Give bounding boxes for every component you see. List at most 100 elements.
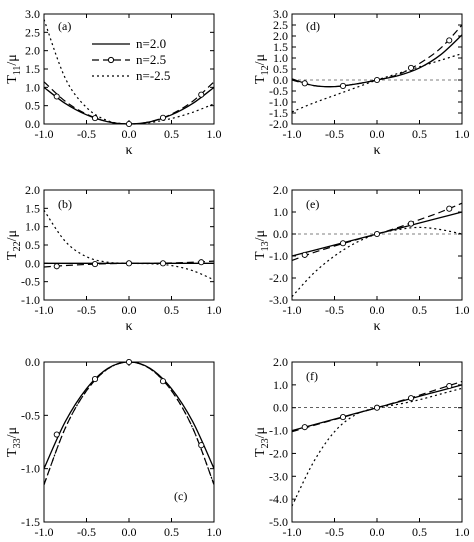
x-tick-label: 0.5 [412,127,427,141]
legend: n=2.0 n=2.5 n=-2.5 [92,36,170,83]
series-line-dashed [43,260,215,268]
y-label-tail: /μ [5,230,20,241]
series-line-dashed [291,24,463,88]
series-marker [407,395,415,402]
panel-tag: (a) [58,19,71,33]
series-marker [53,263,60,270]
series-marker [373,76,381,84]
series-line-dotted [43,361,215,485]
x-tick-label: 1.0 [455,303,470,317]
y-tick-label: -0.5 [21,275,40,289]
series-line-solid [43,361,215,469]
x-tick-label: 0.5 [164,303,179,317]
x-tick-label: -0.5 [325,127,344,141]
series-marker [53,431,60,438]
y-axis-label: T23/μ [253,427,271,457]
y-tick-label: 2.0 [25,183,40,197]
y-tick-label: 2.0 [273,355,288,369]
y-label-main: T [253,448,268,457]
x-axis-label: κ [125,319,132,334]
y-label-subscript: 13 [260,241,271,251]
x-tick-label: 1.0 [207,525,222,539]
x-tick-label: 0.0 [122,303,137,317]
series-marker [373,404,381,411]
panel-tag: (d) [306,19,320,33]
series-marker [407,64,415,71]
x-tick-label: -1.0 [283,525,302,539]
x-tick-label: -0.5 [325,525,344,539]
y-label-tail: /μ [253,54,268,65]
y-tick-label: 0.0 [273,227,288,241]
y-tick-label: 2.0 [25,44,40,58]
series-line-dashed [43,361,215,485]
y-tick-label: -1.0 [269,95,288,109]
y-tick-label: 0.5 [273,62,288,76]
y-tick-label: -1.0 [21,462,40,476]
series-marker [198,442,205,449]
x-tick-label: -1.0 [283,303,302,317]
y-tick-label: 0.5 [25,99,40,113]
x-tick-label: 1.0 [455,525,470,539]
y-tick-label: 2.0 [273,183,288,197]
series-marker [407,220,415,227]
series-marker [339,82,347,89]
y-tick-label: 1.0 [25,220,40,234]
legend-label-n2.0: n=2.0 [136,36,166,51]
y-axis-label: T22/μ [5,230,23,260]
x-tick-label: 0.0 [122,127,137,141]
series-line-dotted [291,226,463,298]
series-marker [159,260,167,267]
x-tick-label: -0.5 [77,303,96,317]
y-tick-label: -1.0 [269,249,288,263]
y-tick-label: -2.0 [269,271,288,285]
x-tick-label: 0.0 [370,525,385,539]
y-label-subscript: 33 [12,438,23,448]
series-marker [159,378,167,385]
x-tick-label: -1.0 [35,525,54,539]
series-marker [301,424,308,431]
y-label-subscript: 12 [260,65,271,75]
y-tick-label: 0.0 [25,256,40,270]
series-line-dotted [43,209,215,281]
series-marker [198,91,205,98]
y-label-tail: /μ [5,54,20,65]
y-tick-label: -2.0 [269,446,288,460]
y-axis-label: T12/μ [253,54,271,84]
y-tick-label: 0.5 [25,238,40,252]
panel-tag: (b) [58,197,72,211]
y-label-subscript: 22 [12,241,23,251]
y-label-main: T [5,448,20,457]
y-tick-label: 1.0 [273,51,288,65]
y-tick-label: 0.0 [273,73,288,87]
plot-frame [291,361,463,523]
y-tick-label: 1.0 [273,205,288,219]
y-tick-label: -1.5 [21,515,40,529]
x-tick-label: 1.0 [207,127,222,141]
series-marker [159,114,167,121]
plot-frame [43,361,215,523]
y-label-main: T [5,75,20,84]
y-axis-label: T33/μ [5,427,23,457]
y-tick-label: -2.0 [269,117,288,131]
x-tick-label: 0.0 [122,525,137,539]
panel-tag: (f) [306,369,318,383]
y-tick-label: 1.0 [25,80,40,94]
x-tick-label: 0.0 [370,303,385,317]
y-label-main: T [253,75,268,84]
x-tick-label: 0.5 [412,525,427,539]
x-tick-label: -0.5 [77,127,96,141]
series-marker [373,230,381,238]
y-label-main: T [5,251,20,260]
series-marker [53,93,60,100]
panel-c: -1.0-0.50.00.51.0-1.5-1.0-0.50.0κT33/μ(c… [5,355,222,542]
panel-tag: (e) [306,197,319,211]
series-marker [301,251,308,258]
x-axis-label: κ [373,143,380,158]
series-marker [125,260,133,267]
series-marker [446,382,453,390]
x-tick-label: -1.0 [283,127,302,141]
x-tick-label: 0.5 [164,525,179,539]
y-tick-label: 1.5 [25,201,40,215]
series-marker [125,358,133,366]
